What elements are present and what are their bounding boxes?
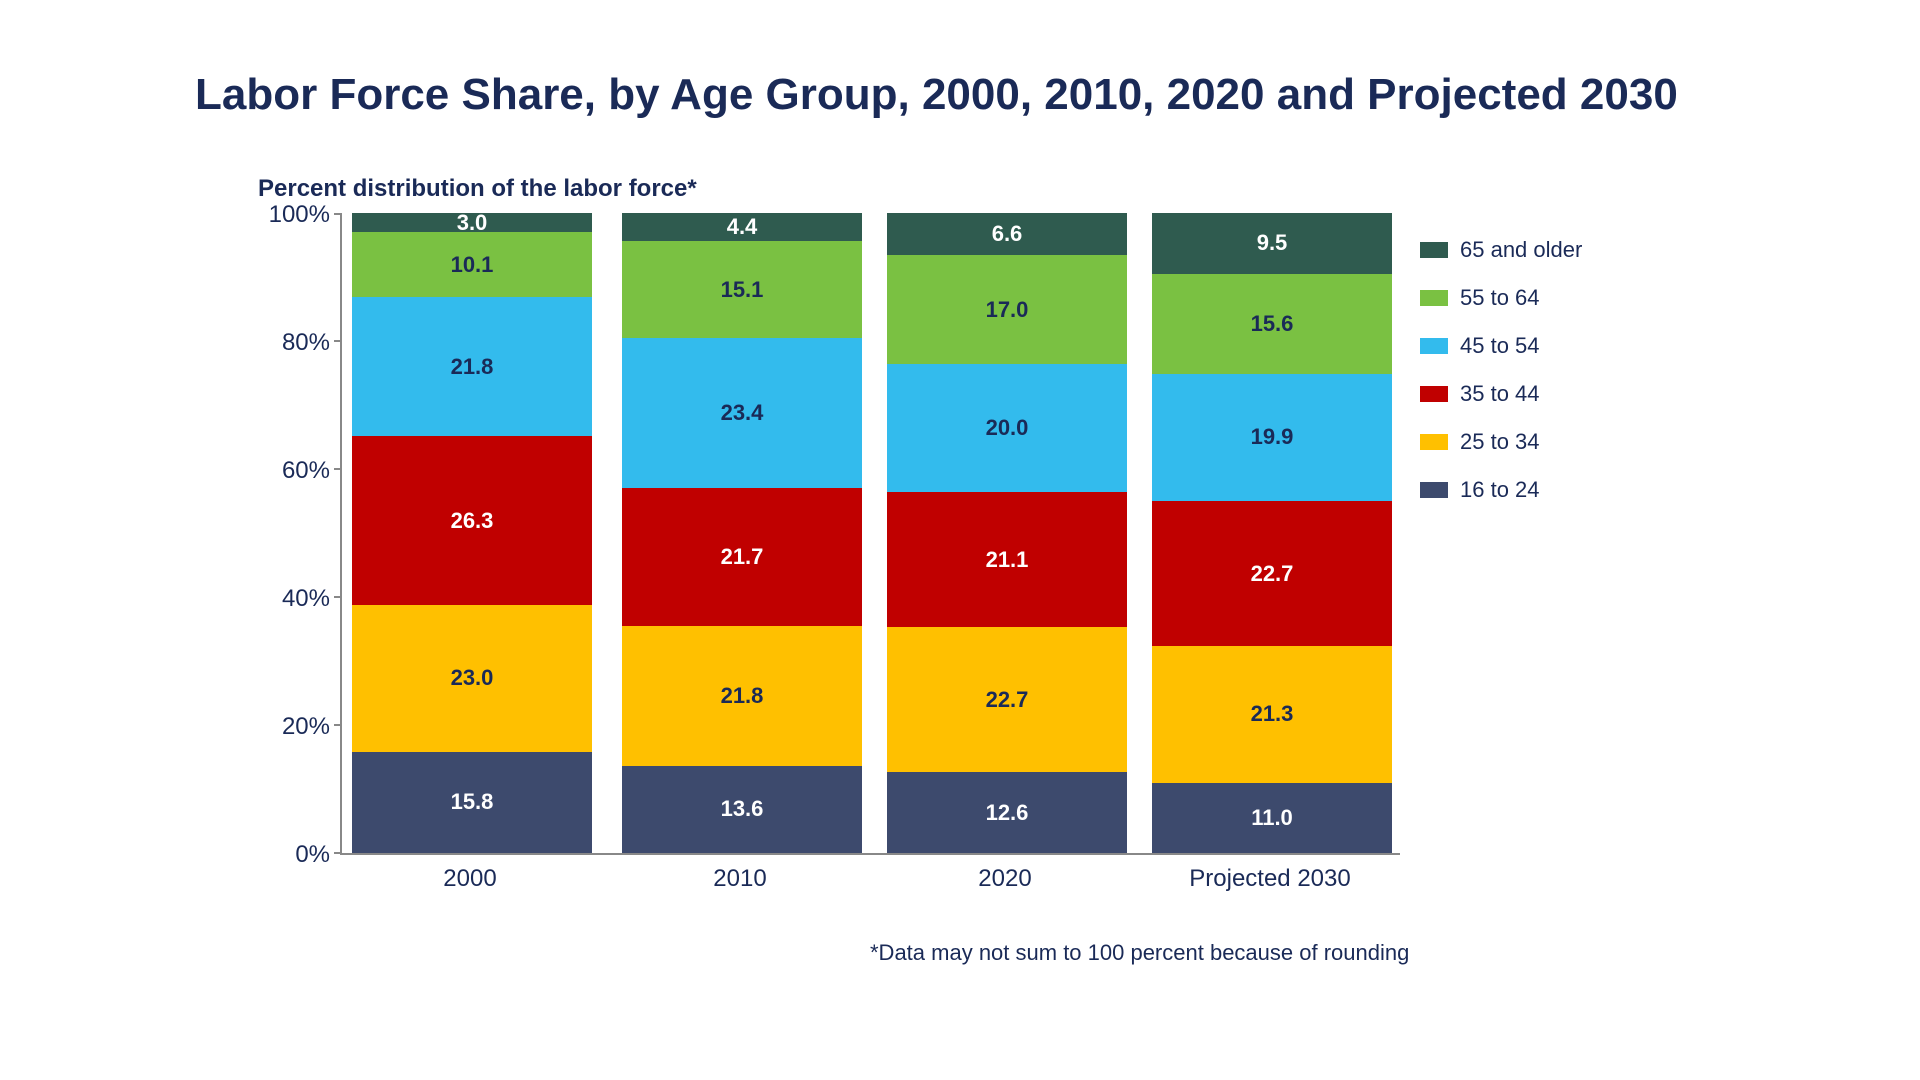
legend-swatch: [1420, 434, 1448, 450]
legend-item-age_65_up: 65 and older: [1420, 226, 1582, 274]
ytick-0: 0%: [250, 841, 330, 869]
seg-age_55_64: 15.1: [622, 241, 862, 338]
seg-age_25_34: 21.3: [1152, 646, 1392, 782]
seg-age_45_54: 19.9: [1152, 374, 1392, 501]
seg-age_55_64: 15.6: [1152, 274, 1392, 374]
legend-item-age_25_34: 25 to 34: [1420, 418, 1582, 466]
seg-age_16_24: 15.8: [352, 752, 592, 853]
legend-label: 35 to 44: [1460, 381, 1540, 407]
ytick-60: 60%: [250, 457, 330, 485]
plot-area: 15.823.026.321.810.13.013.621.821.723.41…: [340, 215, 1400, 855]
ytick-100: 100%: [250, 201, 330, 229]
legend-swatch: [1420, 338, 1448, 354]
legend-item-age_55_64: 55 to 64: [1420, 274, 1582, 322]
seg-age_45_54: 20.0: [887, 364, 1127, 492]
seg-age_16_24: 11.0: [1152, 783, 1392, 853]
legend-swatch: [1420, 482, 1448, 498]
xlabel-1: 2010: [620, 865, 860, 893]
legend: 65 and older 55 to 64 45 to 54 35 to 44 25 t…: [1420, 226, 1582, 514]
legend-swatch: [1420, 242, 1448, 258]
legend-label: 16 to 24: [1460, 477, 1540, 503]
legend-label: 65 and older: [1460, 237, 1582, 263]
seg-age_16_24: 13.6: [622, 766, 862, 853]
legend-item-age_35_44: 35 to 44: [1420, 370, 1582, 418]
seg-age_45_54: 23.4: [622, 338, 862, 488]
legend-label: 45 to 54: [1460, 333, 1540, 359]
seg-age_35_44: 22.7: [1152, 501, 1392, 646]
seg-age_45_54: 21.8: [352, 297, 592, 437]
chart-title: Labor Force Share, by Age Group, 2000, 2…: [195, 70, 1678, 120]
legend-label: 25 to 34: [1460, 429, 1540, 455]
legend-swatch: [1420, 386, 1448, 402]
ytick-40: 40%: [250, 585, 330, 613]
seg-age_65_up: 9.5: [1152, 213, 1392, 274]
seg-age_35_44: 26.3: [352, 436, 592, 604]
ytick-80: 80%: [250, 329, 330, 357]
xlabel-0: 2000: [350, 865, 590, 893]
bar-2000: 15.823.026.321.810.13.0: [352, 213, 592, 853]
xlabel-3: Projected 2030: [1150, 865, 1390, 893]
chart-area: 0% 20% 40% 60% 80% 100% 15.823.026.321.8…: [340, 215, 1400, 895]
seg-age_25_34: 21.8: [622, 626, 862, 766]
footnote: *Data may not sum to 100 percent because…: [870, 940, 1409, 966]
seg-age_65_up: 4.4: [622, 213, 862, 241]
seg-age_35_44: 21.1: [887, 492, 1127, 627]
seg-age_25_34: 22.7: [887, 627, 1127, 772]
ytick-20: 20%: [250, 713, 330, 741]
xlabel-2: 2020: [885, 865, 1125, 893]
bar-projected-2030: 11.021.322.719.915.69.5: [1152, 213, 1392, 853]
legend-label: 55 to 64: [1460, 285, 1540, 311]
legend-item-age_16_24: 16 to 24: [1420, 466, 1582, 514]
seg-age_65_up: 3.0: [352, 213, 592, 232]
bar-2010: 13.621.821.723.415.14.4: [622, 213, 862, 853]
legend-swatch: [1420, 290, 1448, 306]
slide: Labor Force Share, by Age Group, 2000, 2…: [0, 0, 1920, 1080]
seg-age_25_34: 23.0: [352, 605, 592, 752]
seg-age_65_up: 6.6: [887, 213, 1127, 255]
legend-item-age_45_54: 45 to 54: [1420, 322, 1582, 370]
bar-2020: 12.622.721.120.017.06.6: [887, 213, 1127, 853]
seg-age_35_44: 21.7: [622, 488, 862, 627]
chart-subtitle: Percent distribution of the labor force*: [258, 175, 697, 203]
seg-age_55_64: 10.1: [352, 232, 592, 297]
seg-age_55_64: 17.0: [887, 255, 1127, 364]
seg-age_16_24: 12.6: [887, 772, 1127, 853]
